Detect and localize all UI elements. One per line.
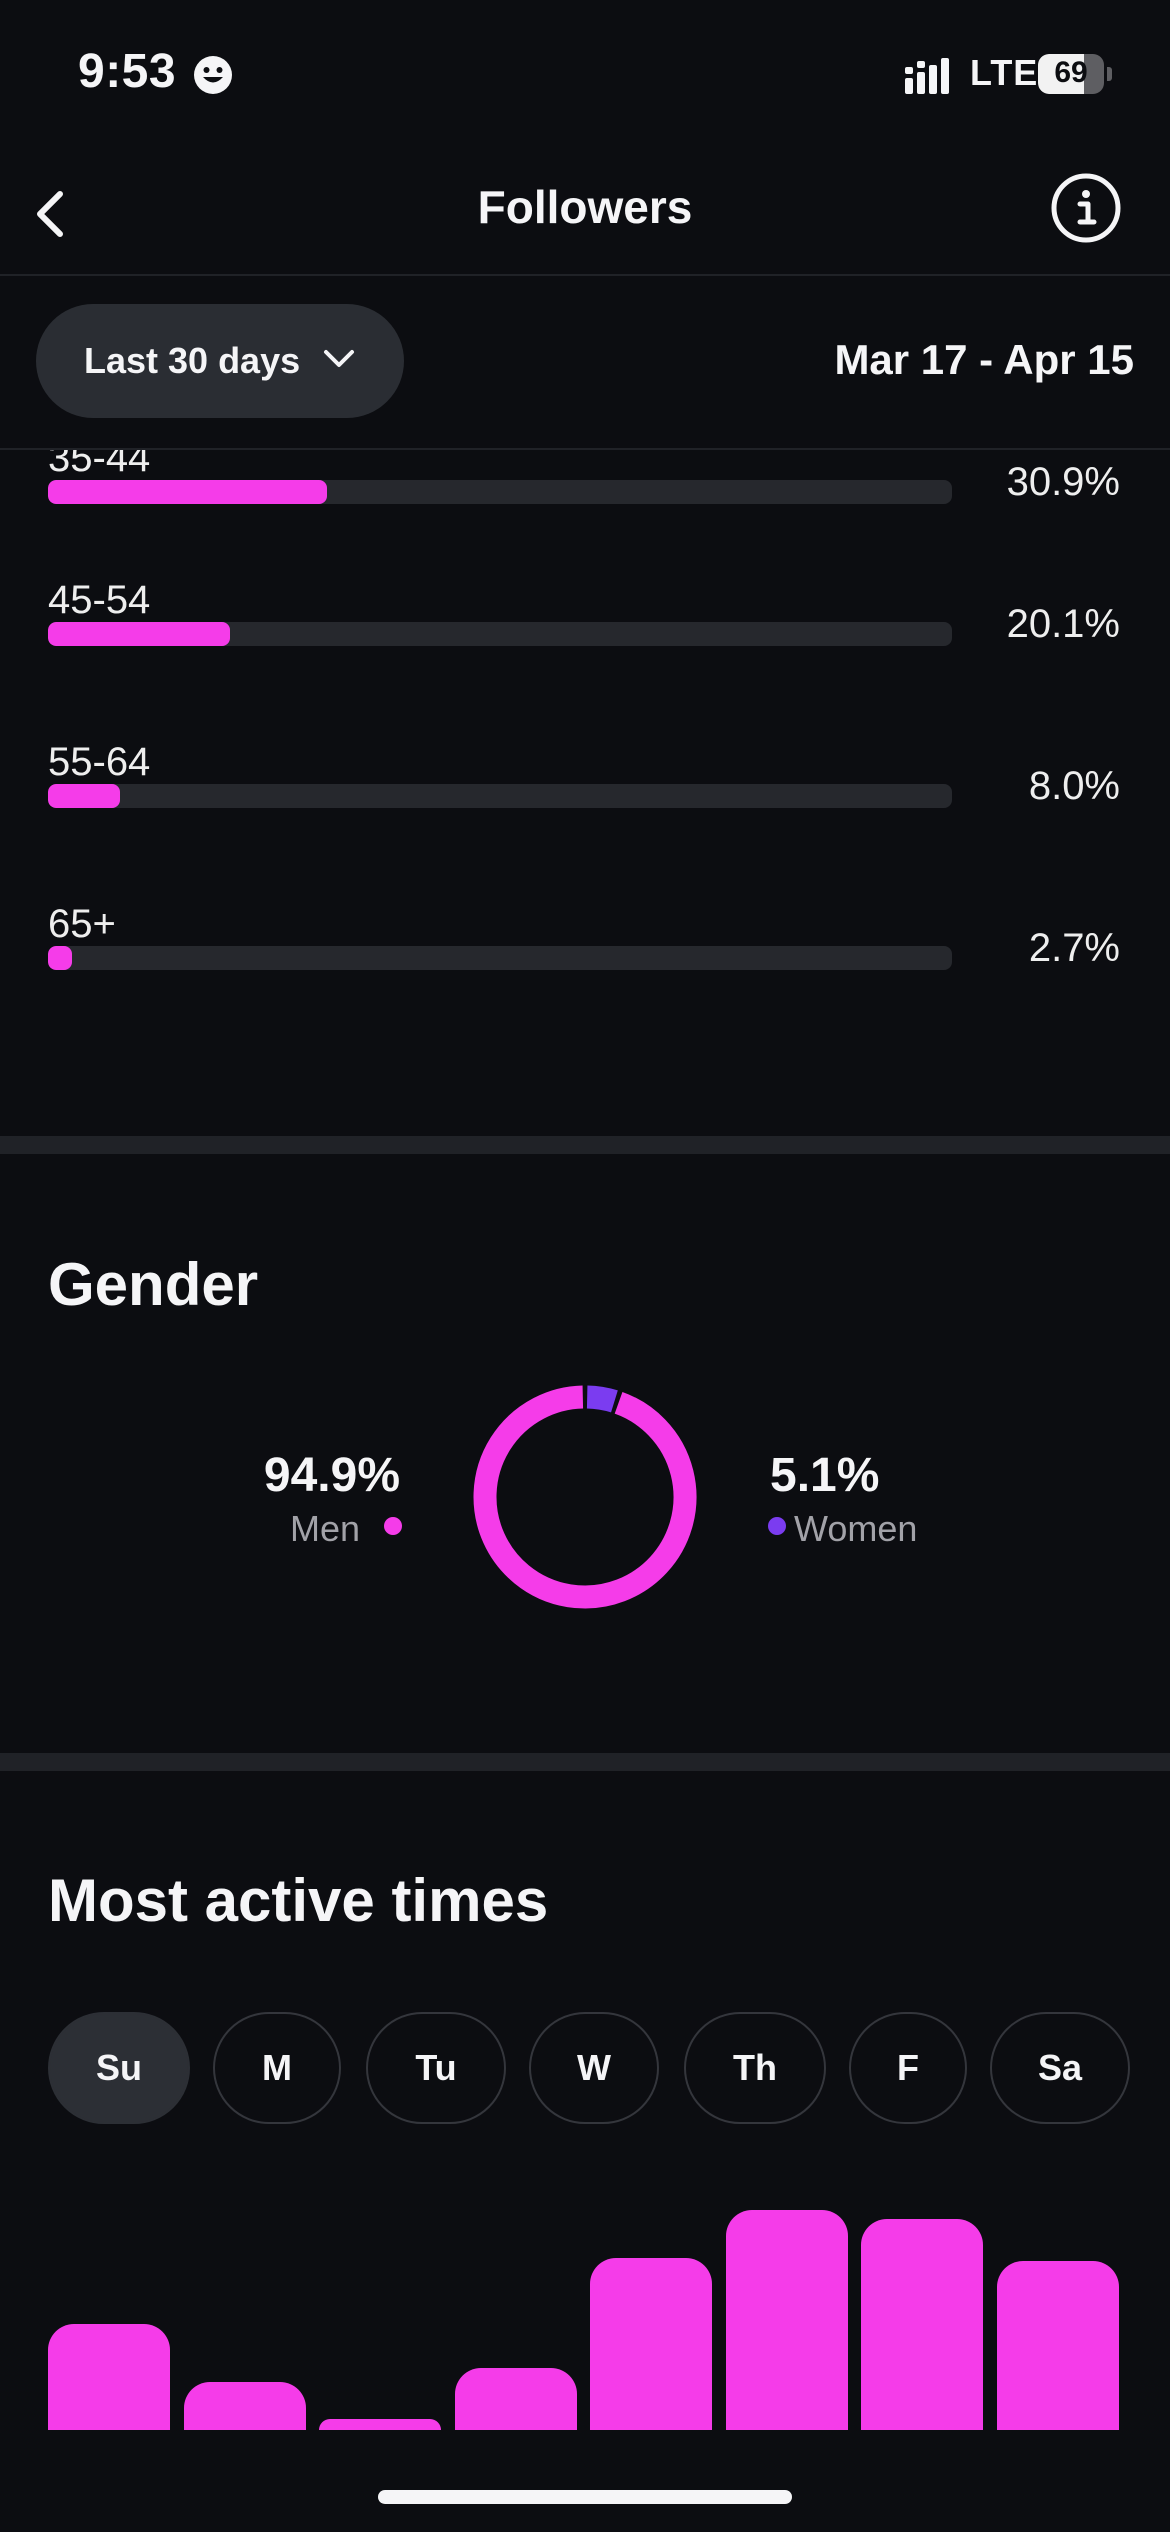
- women-legend-dot: [768, 1517, 786, 1535]
- filter-row: Last 30 days Mar 17 - Apr 15: [0, 276, 1170, 450]
- day-tab-w[interactable]: W: [529, 2012, 659, 2124]
- signal-icon: [905, 58, 949, 94]
- age-value: 2.7%: [1028, 926, 1120, 970]
- day-tab-f[interactable]: F: [849, 2012, 967, 2124]
- gender-heading: Gender: [48, 1251, 259, 1318]
- smiley-icon: [194, 56, 232, 94]
- activity-bar: [861, 2218, 983, 2430]
- activity-bar: [183, 2381, 306, 2430]
- activity-bar: [48, 2324, 170, 2430]
- date-range-text: Mar 17 - Apr 15: [834, 336, 1134, 383]
- activity-bar: [996, 2260, 1119, 2430]
- day-tab-sa[interactable]: Sa: [990, 2012, 1130, 2124]
- age-value: 30.9%: [1006, 460, 1120, 504]
- age-row: 45-54 20.1%: [0, 578, 1170, 728]
- info-icon[interactable]: [1050, 172, 1122, 244]
- age-row: 35-44 30.9%: [0, 450, 1170, 586]
- women-percentage: 5.1%: [770, 1449, 880, 1502]
- day-selector: Su M Tu W Th F Sa: [0, 2012, 1170, 2128]
- battery-icon: 69: [1038, 54, 1112, 94]
- age-bar-track: [48, 946, 952, 970]
- activity-bar: [590, 2258, 712, 2430]
- status-time: 9:53: [78, 45, 177, 98]
- date-range-dropdown[interactable]: Last 30 days: [36, 304, 404, 418]
- age-bar-track: [48, 622, 952, 646]
- women-label: Women: [794, 1508, 918, 1549]
- donut-slice-women: [586, 1385, 618, 1413]
- age-label: 65+: [48, 902, 116, 946]
- activity-bar: [319, 2419, 441, 2430]
- age-bar-fill: [48, 946, 73, 970]
- battery-level: 69: [1054, 56, 1088, 89]
- age-label: 35-44: [48, 450, 151, 480]
- network-type: LTE: [970, 52, 1039, 93]
- activity-bar: [454, 2368, 577, 2430]
- activity-bar: [725, 2210, 848, 2430]
- age-value: 20.1%: [1006, 602, 1120, 646]
- men-percentage: 94.9%: [263, 1449, 400, 1502]
- age-row: 65+ 2.7%: [0, 902, 1170, 1052]
- active-times-heading: Most active times: [48, 1867, 549, 1934]
- day-tab-tu[interactable]: Tu: [366, 2012, 506, 2124]
- home-indicator[interactable]: [378, 2490, 792, 2504]
- chevron-left-icon[interactable]: [22, 172, 82, 252]
- age-bar-track: [48, 784, 952, 808]
- age-value: 8.0%: [1028, 764, 1120, 808]
- day-tab-m[interactable]: M: [213, 2012, 341, 2124]
- age-bar-fill: [48, 784, 121, 808]
- gender-donut-chart: [473, 1385, 697, 1609]
- status-bar: 9:53 LTE 69: [0, 0, 1170, 150]
- battery-fill: [1038, 54, 1084, 94]
- men-label: Men: [289, 1508, 360, 1549]
- section-divider: [0, 1136, 1170, 1154]
- nav-bar: Followers: [0, 150, 1170, 276]
- donut-slice-men: [473, 1385, 697, 1609]
- page-title: Followers: [477, 181, 693, 233]
- age-label: 55-64: [48, 740, 151, 784]
- chevron-down-icon: [324, 350, 354, 367]
- men-legend-dot: [384, 1517, 402, 1535]
- age-bar-track: [48, 480, 952, 504]
- date-range-label: Last 30 days: [84, 340, 301, 381]
- section-divider: [0, 1753, 1170, 1771]
- age-row: 55-64 8.0%: [0, 740, 1170, 890]
- age-bar-fill: [48, 480, 328, 504]
- activity-bar-chart: [0, 2200, 1170, 2430]
- day-tab-su[interactable]: Su: [48, 2012, 190, 2124]
- age-label: 45-54: [48, 578, 151, 622]
- age-section: 35-44 30.9% 45-54 20.1% 55-64 8.0% 65+ 2…: [0, 450, 1170, 1136]
- day-tab-th[interactable]: Th: [684, 2012, 826, 2124]
- age-bar-fill: [48, 622, 230, 646]
